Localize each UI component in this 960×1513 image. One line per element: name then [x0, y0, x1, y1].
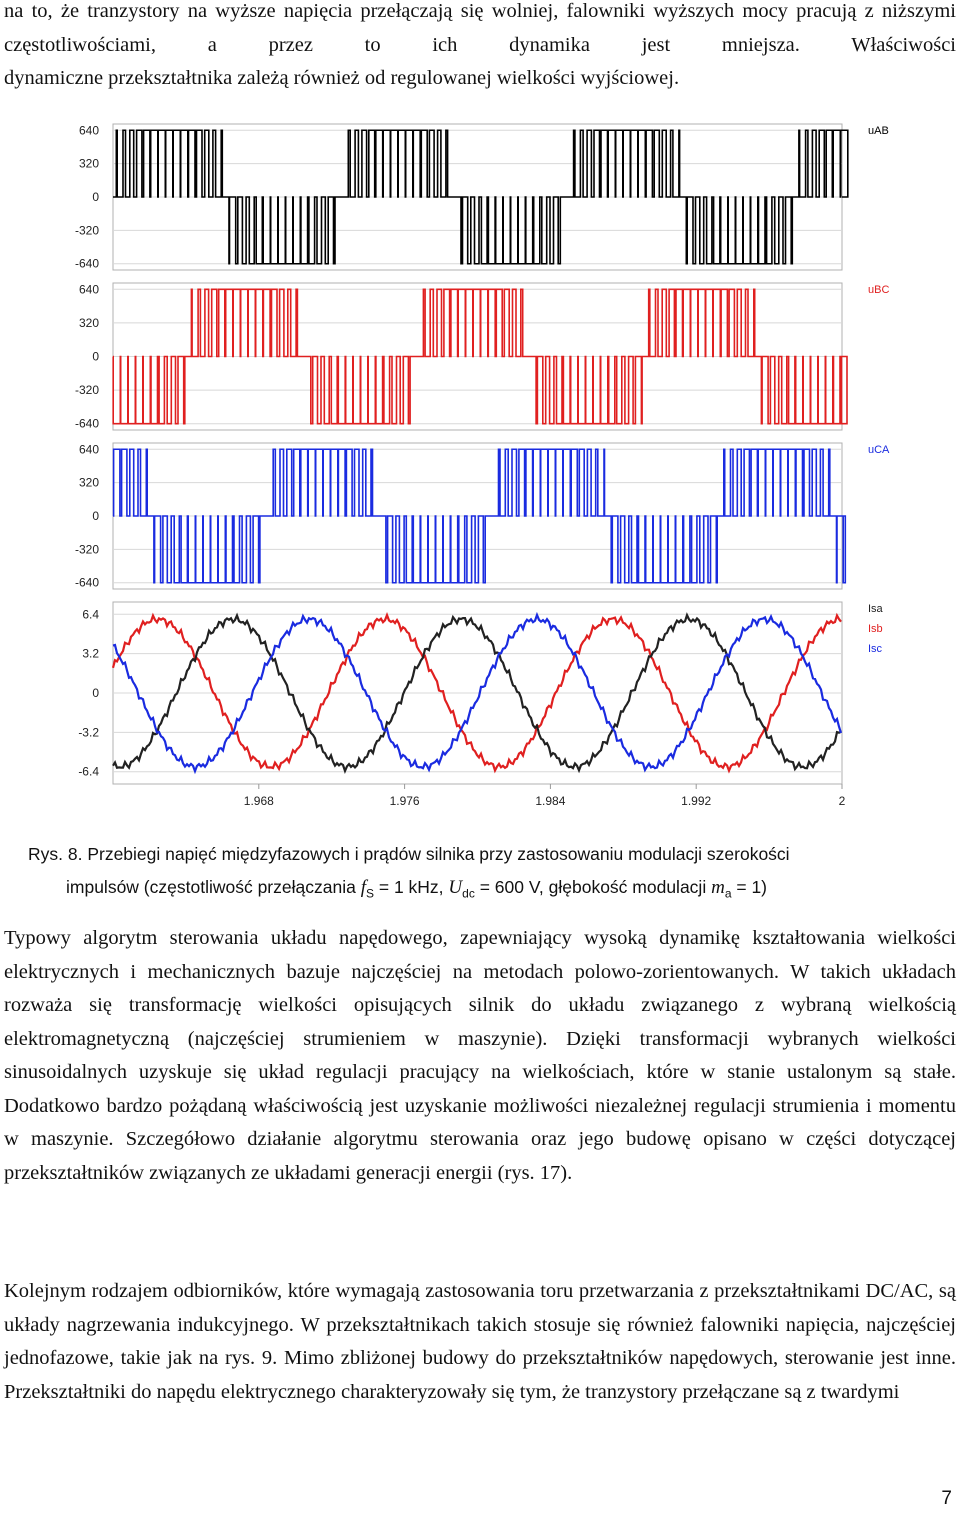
y-tick-label: -3.2	[78, 725, 99, 739]
waveform-uAB	[113, 129, 849, 265]
caption-sub-s: S	[365, 886, 374, 901]
y-tick-label: -640	[75, 576, 99, 590]
y-tick-label: 320	[79, 157, 99, 171]
y-tick-label: 0	[92, 686, 99, 700]
current-line-Isc	[112, 611, 843, 775]
legend-label: Isb	[868, 623, 883, 635]
waveform-uCA	[112, 448, 847, 584]
y-tick-label: 320	[79, 316, 99, 330]
waveform-uBC	[112, 288, 848, 425]
x-tick-label: 1.984	[535, 794, 565, 808]
waveform-figure: 640 320 0 -320 -640 uAB 640 320 0 -320 -640 uBC 640 3…	[75, 123, 890, 808]
x-tick-label: 1.992	[681, 794, 711, 808]
legend-label: Isc	[868, 643, 883, 655]
x-tick-label: 1.968	[244, 794, 274, 808]
y-tick-label: -320	[75, 542, 99, 556]
caption-text: = 1 kHz,	[374, 877, 449, 897]
intro-text-last: dynamiczne przekształtnika zależą równie…	[4, 67, 680, 89]
figure-caption: Rys. 8. Przebiegi napięć międzyfazowych …	[0, 838, 960, 911]
y-tick-label: 6.4	[82, 607, 99, 621]
caption-text: impulsów (częstotliwość przełączania	[66, 877, 361, 897]
caption-sub-a: a	[724, 886, 732, 901]
page-number: 7	[941, 1488, 952, 1509]
y-tick-label: -6.4	[78, 765, 99, 779]
intro-text: na to, że tranzystory na wyższe napięcia…	[4, 0, 956, 56]
x-tick-label: 2	[839, 794, 846, 808]
caption-text: = 1)	[731, 877, 768, 897]
y-tick-label: -640	[75, 257, 99, 271]
y-tick-label: 640	[79, 123, 99, 137]
caption-symbol-ma: m	[711, 877, 725, 898]
legend-label: uAB	[868, 125, 889, 137]
x-tick-label: 1.976	[390, 794, 420, 808]
y-tick-label: 0	[92, 350, 99, 364]
caption-line-1: Rys. 8. Przebiegi napięć międzyfazowych …	[28, 844, 790, 864]
legend-label: Isa	[868, 603, 884, 615]
legend-label: uBC	[868, 284, 889, 296]
caption-symbol-fs: f	[360, 877, 366, 898]
caption-symbol-udc: U	[448, 877, 463, 898]
y-tick-label: -320	[75, 223, 99, 237]
y-tick-label: 0	[92, 509, 99, 523]
y-tick-label: 640	[79, 442, 99, 456]
current-line-Isa	[111, 612, 842, 774]
intro-paragraph: na to, że tranzystory na wyższe napięcia…	[4, 0, 956, 96]
body-paragraph-1: Typowy algorytm sterowania układu napędo…	[4, 927, 956, 1184]
caption-line-2: impulsów (częstotliwość przełączania fS …	[0, 871, 960, 911]
y-tick-label: 640	[79, 282, 99, 296]
caption-text: = 600 V, głębokość modulacji	[474, 877, 712, 897]
y-tick-label: -640	[75, 417, 99, 431]
current-line-Isb	[112, 612, 842, 774]
y-tick-label: 320	[79, 476, 99, 490]
body-paragraph-2: Kolejnym rodzajem odbiorników, które wym…	[4, 1280, 956, 1403]
caption-sub-dc: dc	[462, 886, 475, 901]
legend-label: uCA	[868, 444, 890, 456]
y-tick-label: -320	[75, 383, 99, 397]
y-tick-label: 3.2	[82, 647, 99, 661]
y-tick-label: 0	[92, 190, 99, 204]
